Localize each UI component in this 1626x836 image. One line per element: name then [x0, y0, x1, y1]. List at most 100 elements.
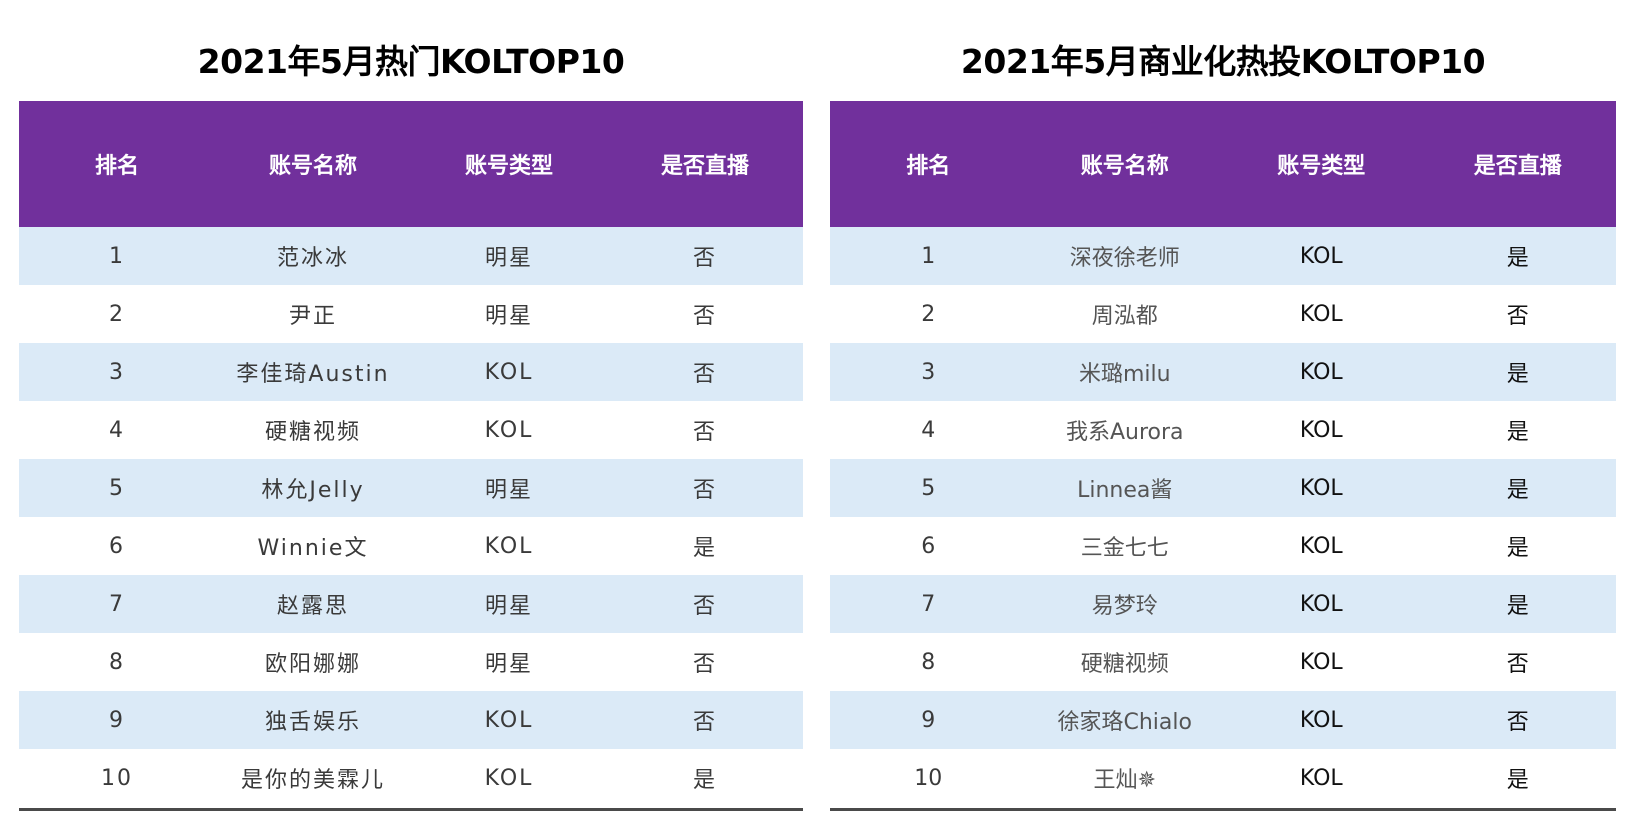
table-row: 3 米璐milu KOL 是 [830, 343, 1616, 401]
column-header-rank: 排名 [830, 101, 1027, 227]
cell-name: 三金七七 [1026, 517, 1223, 575]
table-row: 7 赵露思 明星否 [19, 575, 803, 633]
cell-name: 赵露思 [215, 575, 411, 633]
cell-live: 否 [1419, 633, 1616, 691]
cell-live: 是 [1419, 459, 1616, 517]
cell-type: KOL [1223, 459, 1420, 517]
cell-live: 否 [607, 459, 803, 517]
cell-rank: 6 [830, 517, 1027, 575]
cell-type: KOL [1223, 749, 1420, 807]
table-row: 10 王灿✵ KOL 是 [830, 749, 1616, 807]
table-bottom-rule [830, 808, 1616, 811]
column-header-account-type: 账号类型 [1223, 101, 1420, 227]
cell-rank: 5 [830, 459, 1027, 517]
cell-live: 是 [1419, 575, 1616, 633]
cell-rank: 2 [830, 285, 1027, 343]
column-header-account-name: 账号名称 [215, 101, 411, 227]
cell-name: 徐家珞Chialo [1026, 691, 1223, 749]
cell-type: KOL [1223, 401, 1420, 459]
cell-rank: 4 [830, 401, 1027, 459]
cell-live: 是 [1419, 227, 1616, 285]
table-row: 10 是你的美霖儿 KOL 是 [19, 749, 803, 807]
hot-kol-top10-panel: 2021年5月热门KOLTOP10 排名 账号名称 账号类型 是否直播 1 范冰冰… [19, 0, 803, 811]
cell-name: 是你的美霖儿 [215, 749, 411, 807]
cell-rank: 9 [830, 691, 1027, 749]
cell-name: 硬糖视频 [1026, 633, 1223, 691]
cell-type: KOL [411, 691, 607, 749]
cell-live: 否 [607, 343, 803, 401]
cell-type: KOL [1223, 227, 1420, 285]
cell-live: 否 [607, 285, 803, 343]
cell-type: KOL [411, 401, 607, 459]
column-header-account-name: 账号名称 [1026, 101, 1223, 227]
cell-type: 明星 [411, 227, 607, 285]
table-row: 4 硬糖视频 KOL 否 [19, 401, 803, 459]
cell-name: 周泓都 [1026, 285, 1223, 343]
table-row: 8 欧阳娜娜 明星否 [19, 633, 803, 691]
table-row: 5 林允Jelly 明星否 [19, 459, 803, 517]
cell-name: 范冰冰 [215, 227, 411, 285]
cell-live: 是 [607, 749, 803, 807]
table-row: 1 深夜徐老师 KOL 是 [830, 227, 1616, 285]
table-bottom-rule [19, 808, 803, 811]
cell-live: 否 [1419, 691, 1616, 749]
cell-rank: 6 [19, 517, 215, 575]
cell-name: 易梦玲 [1026, 575, 1223, 633]
cell-type: KOL [1223, 633, 1420, 691]
cell-live: 否 [607, 691, 803, 749]
cell-type: 明星 [411, 459, 607, 517]
cell-rank: 10 [830, 749, 1027, 807]
cell-type: KOL [411, 517, 607, 575]
table-header-row: 排名 账号名称 账号类型 是否直播 [830, 101, 1616, 227]
cell-type: 明星 [411, 285, 607, 343]
table-row: 6 三金七七 KOL 是 [830, 517, 1616, 575]
table-row: 3 李佳琦Austin KOL 否 [19, 343, 803, 401]
table-row: 1 范冰冰 明星否 [19, 227, 803, 285]
cell-name: 硬糖视频 [215, 401, 411, 459]
table-row: 2 周泓都 KOL 否 [830, 285, 1616, 343]
cell-rank: 9 [19, 691, 215, 749]
table-row: 9 徐家珞Chialo KOL 否 [830, 691, 1616, 749]
panel-title: 2021年5月热门KOLTOP10 [197, 42, 625, 81]
cell-live: 是 [1419, 749, 1616, 807]
cell-rank: 3 [830, 343, 1027, 401]
column-header-is-live: 是否直播 [607, 101, 803, 227]
cell-name: 王灿✵ [1026, 749, 1223, 807]
table-row: 4 我系Aurora KOL 是 [830, 401, 1616, 459]
cell-name: 欧阳娜娜 [215, 633, 411, 691]
hot-kol-table: 排名 账号名称 账号类型 是否直播 1 范冰冰 明星否 2 尹正 明星否 3 李佳琦Aus… [19, 101, 803, 807]
cell-rank: 5 [19, 459, 215, 517]
cell-type: KOL [1223, 517, 1420, 575]
cell-rank: 7 [830, 575, 1027, 633]
cell-live: 是 [1419, 517, 1616, 575]
cell-name: 林允Jelly [215, 459, 411, 517]
cell-type: KOL [1223, 285, 1420, 343]
cell-live: 否 [607, 227, 803, 285]
cell-rank: 4 [19, 401, 215, 459]
cell-rank: 3 [19, 343, 215, 401]
cell-live: 是 [1419, 343, 1616, 401]
cell-name: Winnie文 [215, 517, 411, 575]
cell-rank: 1 [19, 227, 215, 285]
cell-name: 我系Aurora [1026, 401, 1223, 459]
cell-rank: 8 [830, 633, 1027, 691]
table-row: 8 硬糖视频 KOL 否 [830, 633, 1616, 691]
column-header-account-type: 账号类型 [411, 101, 607, 227]
table-row: 7 易梦玲 KOL 是 [830, 575, 1616, 633]
table-row: 6 Winnie文 KOL 是 [19, 517, 803, 575]
cell-type: KOL [1223, 575, 1420, 633]
cell-live: 否 [607, 575, 803, 633]
cell-name: 独舌娱乐 [215, 691, 411, 749]
cell-live: 否 [1419, 285, 1616, 343]
commercial-kol-top10-panel: 2021年5月商业化热投KOLTOP10 排名 账号名称 账号类型 是否直播 1… [830, 0, 1616, 811]
table-row: 9 独舌娱乐 KOL 否 [19, 691, 803, 749]
cell-live: 是 [607, 517, 803, 575]
cell-rank: 1 [830, 227, 1027, 285]
cell-rank: 8 [19, 633, 215, 691]
column-header-is-live: 是否直播 [1419, 101, 1616, 227]
cell-rank: 7 [19, 575, 215, 633]
cell-type: KOL [1223, 691, 1420, 749]
table-row: 2 尹正 明星否 [19, 285, 803, 343]
cell-name: Linnea酱 [1026, 459, 1223, 517]
